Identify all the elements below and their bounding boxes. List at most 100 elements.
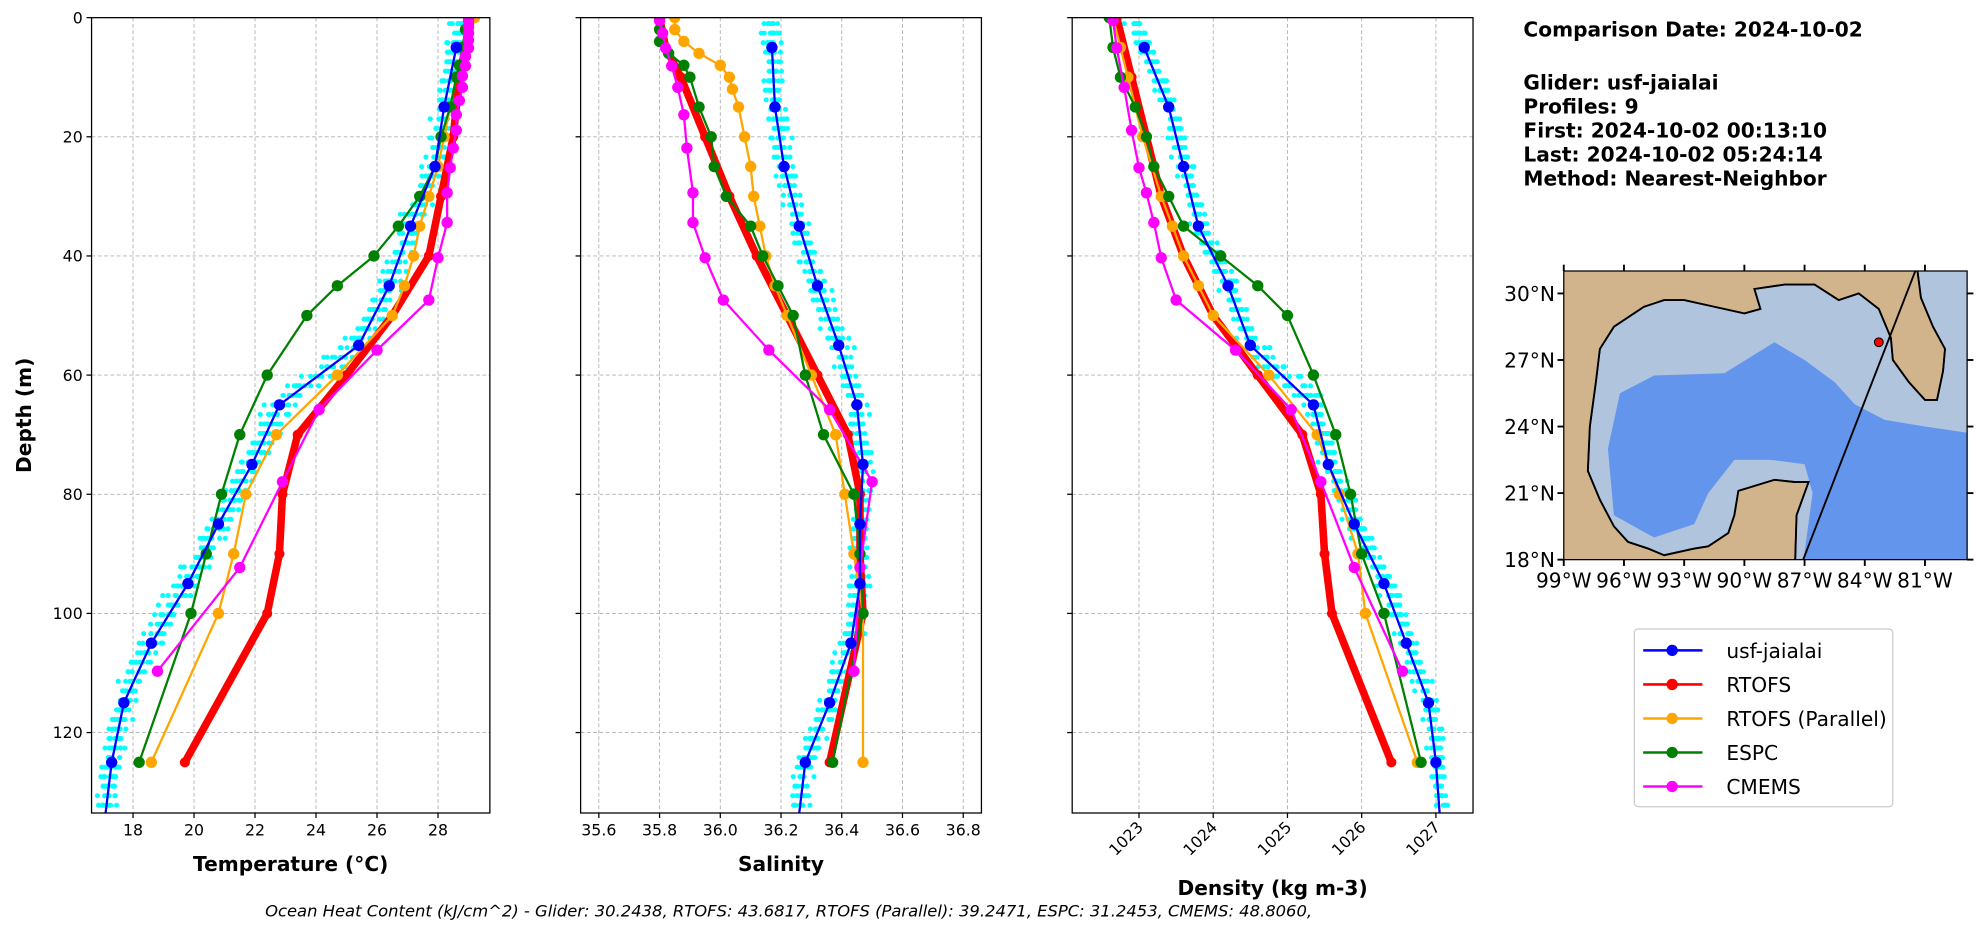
data-point	[1356, 548, 1368, 560]
glider-raw-point	[173, 583, 179, 589]
data-point	[261, 369, 273, 381]
glider-raw-point	[816, 307, 822, 313]
plot-area	[653, 17, 878, 813]
data-point	[1163, 190, 1175, 203]
glider-raw-point	[99, 802, 105, 808]
data-point	[407, 250, 420, 262]
glider-raw-point	[152, 612, 158, 618]
glider-raw-point	[1165, 135, 1171, 141]
glider-raw-point	[318, 364, 325, 370]
data-point	[1378, 607, 1390, 620]
legend-item: usf-jaialai	[1643, 639, 1822, 663]
series-line-cmems	[658, 20, 874, 672]
panel-0: 18 20 22 24 26 28 0 20 40 60 80 100 120 Temperature (…	[12, 8, 491, 876]
data-point	[182, 577, 194, 590]
glider-raw-point	[436, 116, 442, 122]
data-point	[778, 160, 790, 173]
glider-raw-point	[789, 221, 795, 227]
data-point	[450, 124, 462, 136]
glider-raw-point	[98, 774, 104, 780]
data-point	[699, 252, 711, 264]
glider-raw-point	[780, 135, 786, 141]
glider-raw-point	[235, 497, 241, 503]
glider-raw-point	[847, 392, 853, 398]
glider-raw-point	[773, 68, 779, 74]
glider-raw-point	[762, 87, 768, 93]
glider-raw-point	[1424, 745, 1430, 751]
data-point	[1222, 280, 1234, 292]
data-point	[799, 369, 811, 381]
data-point	[1177, 160, 1190, 173]
glider-raw-point	[783, 154, 789, 160]
glider-raw-point	[433, 125, 439, 131]
glider-raw-point	[1441, 802, 1447, 808]
x-axis-label: Salinity	[738, 852, 824, 876]
data-point	[276, 476, 289, 488]
data-point	[826, 756, 839, 769]
x-tick-label: 36.4	[824, 821, 859, 840]
glider-raw-point	[236, 507, 242, 513]
data-point	[1129, 101, 1141, 113]
glider-raw-point	[286, 402, 292, 408]
glider-raw-point	[864, 440, 870, 446]
glider-raw-point	[849, 573, 855, 579]
glider-raw-point	[1267, 345, 1273, 351]
x-tick-label: 36.2	[763, 821, 798, 840]
data-point	[857, 756, 869, 769]
glider-raw-point	[870, 469, 876, 475]
x-tick-label: 1027	[1402, 818, 1444, 860]
glider-raw-point	[821, 287, 827, 294]
data-point	[398, 280, 411, 292]
axes-frame	[579, 17, 983, 814]
x-tick-label: 1023	[1105, 818, 1147, 860]
data-point	[817, 429, 830, 441]
glider-raw-point	[843, 631, 849, 637]
glider-raw-point	[1312, 392, 1318, 398]
glider-raw-point	[1318, 411, 1324, 417]
data-point	[1177, 250, 1190, 262]
glider-raw-point	[430, 145, 436, 151]
glider-raw-point	[209, 516, 215, 522]
glider-raw-point	[189, 564, 195, 570]
glider-raw-point	[824, 297, 830, 303]
data-point	[145, 637, 158, 649]
glider-raw-point	[790, 774, 796, 780]
glider-raw-point	[1339, 516, 1345, 522]
data-point	[450, 41, 462, 54]
panel-2: 1023 1024 1025 1026 1027 Density (kg m-3)	[1067, 17, 1474, 900]
series-line-espc	[138, 17, 470, 763]
glider-raw-point	[868, 450, 874, 456]
glider-raw-point	[867, 459, 873, 465]
data-point	[273, 399, 286, 411]
glider-raw-point	[829, 287, 835, 294]
glider-raw-point	[1207, 240, 1213, 246]
glider-raw-point	[123, 678, 129, 684]
location-map: 99°W 96°W 93°W 90°W 87°W 84°W 81°W 18°N 21°N 24°N…	[1504, 264, 1974, 592]
glider-raw-point	[863, 450, 869, 456]
glider-raw-point	[835, 316, 841, 322]
x-tick-label: 1024	[1179, 818, 1221, 860]
data-point	[133, 756, 145, 769]
y-tick-label: 80	[63, 485, 83, 504]
glider-raw-point	[1412, 650, 1418, 656]
glider-raw-point	[841, 650, 847, 656]
data-point	[693, 101, 705, 113]
glider-raw-point	[814, 297, 820, 303]
glider-raw-point	[758, 30, 764, 36]
glider-raw-point	[1137, 21, 1143, 27]
series-line-espc	[658, 17, 865, 763]
glider-raw-point	[760, 40, 766, 46]
glider-raw-point	[830, 316, 836, 322]
data-point	[714, 59, 726, 71]
glider-raw-point	[1216, 287, 1222, 294]
glider-raw-point	[372, 326, 378, 332]
glider-raw-point	[837, 640, 843, 646]
glider-raw-point	[807, 802, 813, 808]
glider-raw-point	[131, 688, 137, 694]
glider-raw-point	[125, 669, 131, 675]
glider-raw-point	[775, 97, 781, 103]
glider-raw-point	[779, 173, 785, 179]
glider-raw-point	[240, 469, 246, 475]
data-point	[1330, 429, 1342, 441]
glider-raw-point	[280, 392, 286, 398]
